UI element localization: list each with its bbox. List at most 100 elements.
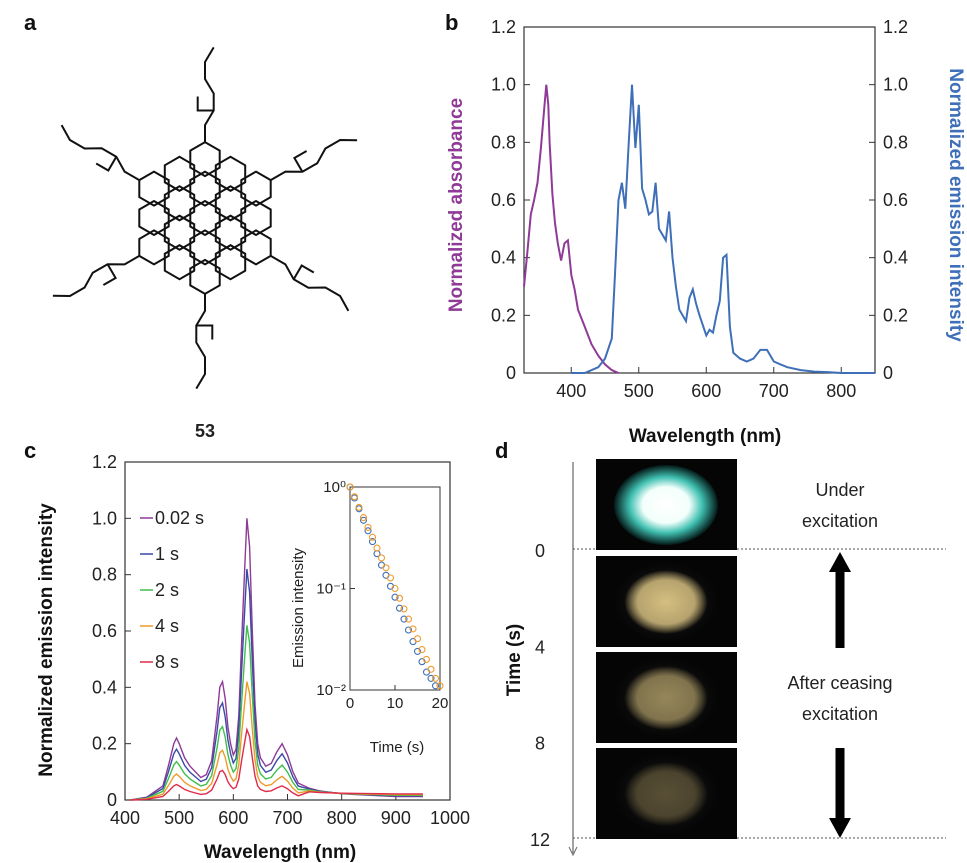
- chart-b-series-absorbance: [523, 84, 619, 374]
- chart-b-yticklabel-left: 0.6: [491, 190, 516, 210]
- inset-point-orange: [404, 615, 413, 623]
- photo-after-8s: [614, 754, 718, 834]
- inset-point-orange: [400, 605, 408, 613]
- ethyl-branch-3: [196, 96, 214, 112]
- inset-point-blue: [404, 626, 413, 634]
- chart-b-yticklabel-left: 0.2: [491, 305, 516, 325]
- inset-xlabel: Time (s): [370, 739, 424, 756]
- chart-b-yticklabel-left: 0: [506, 363, 516, 383]
- chart-c-xticklabel: 900: [381, 808, 411, 828]
- chart-b-yticklabel-right: 0.4: [883, 248, 908, 268]
- chart-b: 0 0 0.2 0.2 0.4 0.4 0.6 0.6 0.8 0.8 1.0 1.0 1.2 1.2 40…: [491, 17, 908, 401]
- ring-2: [214, 214, 247, 251]
- chart-c-xticklabel: 600: [218, 808, 248, 828]
- chart-b-yticklabel-right: 0.8: [883, 132, 908, 152]
- panel-d-ylabel: Time (s): [504, 624, 525, 697]
- annot-excitation-2: excitation: [802, 704, 878, 724]
- chart-c-xticklabel: 1000: [430, 808, 470, 828]
- chart-b-xticklabel: 500: [624, 381, 654, 401]
- chart-c-xlabel: Wavelength (nm): [204, 842, 356, 863]
- inset-point-orange: [431, 674, 440, 682]
- ethyl-branch-5: [102, 263, 117, 286]
- photo-under-excitation: [614, 465, 718, 545]
- chart-c-inset: 10⁰ 10⁻¹ 10⁻²0 10 20: [316, 479, 448, 712]
- ring-3: [214, 185, 247, 222]
- inset-point-orange: [413, 635, 422, 643]
- chart-c-series-3: [130, 681, 423, 801]
- annot-after-ceasing: After ceasing: [787, 673, 892, 693]
- chart-b-yticklabel-right: 0: [883, 363, 893, 383]
- legend-label-4: 8 s: [155, 652, 179, 672]
- alkyl-chain-4: [60, 124, 140, 181]
- legend-label-2: 2 s: [155, 580, 179, 600]
- inset-point-blue: [395, 604, 404, 612]
- molecule-structure: [52, 46, 358, 390]
- timeline-arrowhead: [568, 846, 578, 857]
- timeline-tick-label: 4: [535, 637, 545, 657]
- ring-14: [163, 155, 196, 192]
- chart-c-series-2: [130, 625, 423, 801]
- panel-d-timeline: 0 4 8 12: [530, 459, 946, 857]
- chart-c-yticklabel: 0.2: [92, 734, 117, 754]
- inset-point-blue: [364, 527, 372, 535]
- chart-c-xticklabel: 800: [327, 808, 357, 828]
- chart-c-series-4: [130, 726, 423, 801]
- chart-b-frame: [523, 26, 876, 374]
- ring-10: [240, 199, 272, 237]
- inset-point-orange: [395, 594, 404, 602]
- chart-c-yticklabel: 1.0: [92, 508, 117, 528]
- inset-point-orange: [436, 682, 444, 690]
- inset-xticklabel: 20: [432, 695, 449, 712]
- chart-b-ylabel-right: Normalized emission intensity: [945, 68, 966, 342]
- ring-13: [189, 140, 221, 178]
- down-arrow-head: [829, 818, 851, 838]
- ring-5: [163, 185, 196, 222]
- alkyl-chain-2: [270, 138, 358, 181]
- inset-point-orange: [373, 544, 381, 552]
- ring-0: [189, 199, 221, 237]
- annot-excitation-1: excitation: [802, 511, 878, 531]
- inset-xticklabel: 0: [346, 695, 354, 712]
- inset-xticklabel: 10: [387, 695, 404, 712]
- chart-c-xticklabel: 400: [110, 808, 140, 828]
- ethyl-branch-4: [95, 156, 118, 172]
- timeline-tick-label: 8: [535, 734, 545, 754]
- inset-point-orange: [350, 493, 359, 501]
- chart-c-yticklabel: 1.2: [92, 452, 117, 472]
- alkyl-chain-1: [270, 255, 350, 312]
- chart-b-xticklabel: 400: [556, 381, 586, 401]
- chart-c-yticklabel: 0: [107, 790, 117, 810]
- chart-c-xticklabel: 500: [164, 808, 194, 828]
- legend-label-0: 0.02 s: [155, 508, 204, 528]
- inset-point-orange: [422, 655, 431, 663]
- compound-number: 53: [195, 421, 215, 441]
- inset-point-blue: [427, 674, 435, 682]
- inset-point-blue: [391, 593, 399, 601]
- inset-point-blue: [413, 647, 422, 655]
- ring-12: [214, 155, 247, 192]
- ethyl-branch-2: [293, 150, 308, 173]
- chart-b-ylabel-left: Normalized absorbance: [446, 98, 467, 312]
- panel-d-label: d: [495, 438, 508, 463]
- chart-c-yticklabel: 0.6: [92, 621, 117, 641]
- ring-18: [163, 244, 196, 281]
- photo-after-4s: [614, 658, 718, 738]
- inset-point-orange: [377, 554, 386, 562]
- legend-label-3: 4 s: [155, 616, 179, 636]
- ethyl-branch-1: [292, 264, 315, 280]
- inset-point-orange: [409, 625, 417, 633]
- ring-4: [189, 170, 221, 207]
- inset-ylabel: Emission intensity: [290, 547, 307, 668]
- chart-b-yticklabel-right: 1.0: [883, 75, 908, 95]
- ring-16: [138, 199, 170, 237]
- inset-yticklabel: 10⁻²: [316, 682, 346, 699]
- chart-c-yticklabel: 0.4: [92, 677, 117, 697]
- inset-point-orange: [386, 574, 395, 582]
- chart-c-yticklabel: 0.8: [92, 565, 117, 585]
- chart-b-series-emission: [571, 84, 875, 374]
- chart-c-series-1: [130, 568, 423, 801]
- up-arrow-head: [829, 552, 851, 572]
- chart-c-series-0: [130, 518, 423, 801]
- inset-yticklabel: 10⁰: [323, 479, 346, 496]
